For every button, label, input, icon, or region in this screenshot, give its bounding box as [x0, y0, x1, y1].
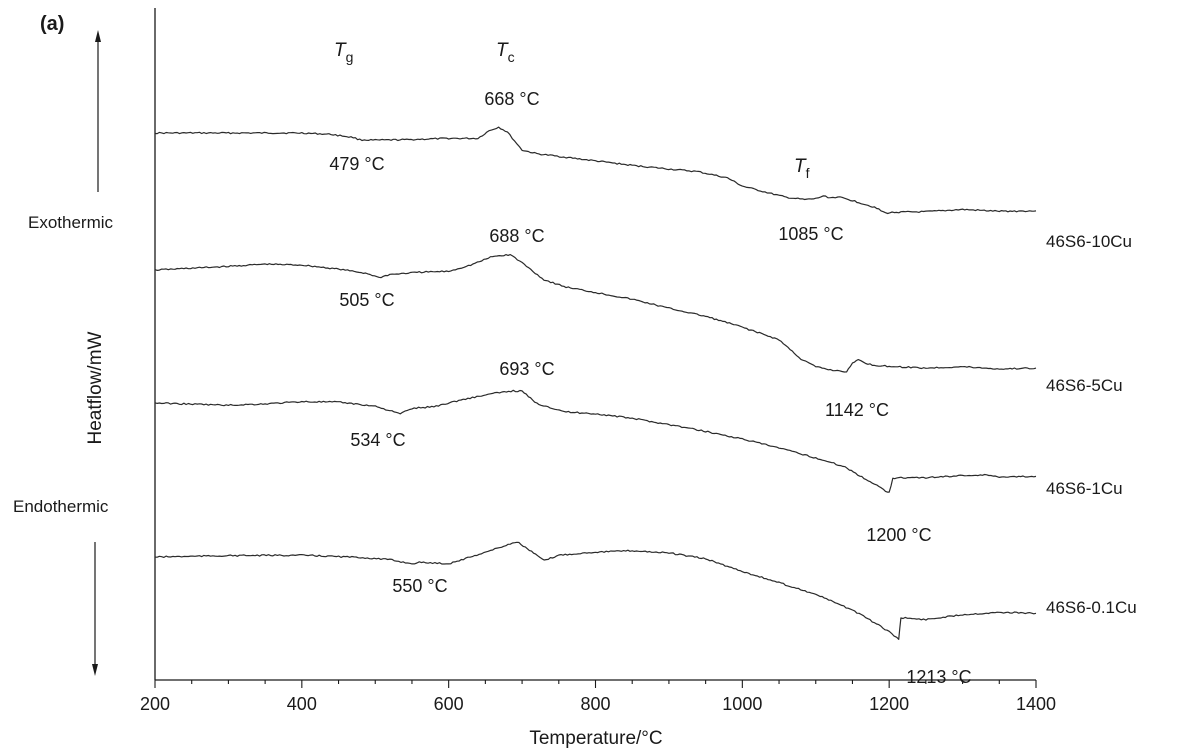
x-tick-label: 400	[287, 694, 317, 714]
tg-symbol: Tg	[334, 40, 353, 65]
series-label: 46S6-0.1Cu	[1046, 598, 1137, 617]
series-line-46s6-5cu	[154, 254, 1037, 373]
x-tick-label: 1400	[1016, 694, 1056, 714]
panel-label: (a)	[40, 13, 64, 35]
series-line-46s6-0-1cu	[154, 541, 1037, 640]
temperature-annotation: 693 °C	[499, 359, 554, 379]
x-tick-label: 1200	[869, 694, 909, 714]
temperature-annotation: 1213 °C	[906, 667, 971, 687]
series-label: 46S6-5Cu	[1046, 376, 1123, 395]
endothermic-label: Endothermic	[13, 497, 109, 516]
x-tick-label: 800	[580, 694, 610, 714]
exothermic-label: Exothermic	[28, 213, 114, 232]
x-axis-label: Temperature/°C	[529, 728, 662, 749]
temperature-annotation: 1085 °C	[778, 224, 843, 244]
tf-symbol: Tf	[794, 156, 810, 181]
temperature-annotation: 1142 °C	[825, 400, 889, 420]
x-tick-label: 200	[140, 694, 170, 714]
temperature-annotation: 534 °C	[350, 430, 405, 450]
series-label: 46S6-1Cu	[1046, 479, 1123, 498]
y-axis-label: Heatflow/mW	[85, 331, 106, 444]
temperature-annotation: 479 °C	[329, 154, 384, 174]
endothermic-arrowhead	[92, 664, 98, 676]
temperature-annotation: 668 °C	[484, 89, 539, 109]
x-tick-label: 600	[434, 694, 464, 714]
temperature-annotation: 505 °C	[339, 290, 394, 310]
temperature-annotation: 550 °C	[392, 576, 447, 596]
x-tick-labels: 200 400 600 800 1000 1200 1400	[140, 694, 1056, 714]
x-tick-label: 1000	[722, 694, 762, 714]
temperature-annotation: 1200 °C	[866, 525, 931, 545]
temperature-annotation: 688 °C	[489, 226, 544, 246]
curves	[154, 126, 1037, 640]
series-label: 46S6-10Cu	[1046, 232, 1132, 251]
x-ticks	[154, 680, 1037, 688]
series-line-46s6-1cu	[154, 389, 1037, 493]
annotations: 46S6-10Cu 479 °C 668 °C 1085 °C 46S6-5Cu 505 …	[329, 89, 1136, 687]
series-line-46s6-10cu	[154, 126, 1037, 215]
tc-symbol: Tc	[496, 40, 515, 65]
exothermic-arrowhead	[95, 30, 101, 42]
